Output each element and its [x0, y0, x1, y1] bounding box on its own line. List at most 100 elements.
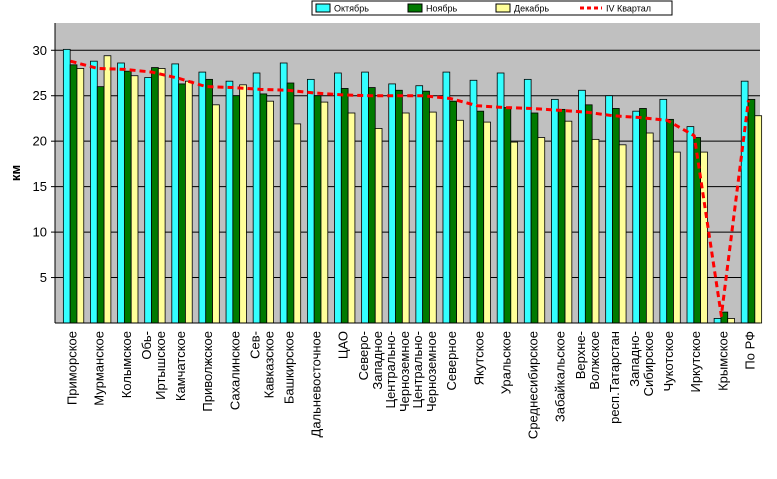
x-tick-label-1: Приморское — [65, 331, 80, 405]
quarter-line — [70, 59, 750, 318]
bar-1-25 — [713, 318, 722, 324]
bar-3-16 — [483, 121, 491, 324]
x-tick-label-19: Забайкальское — [553, 331, 568, 422]
category-label: Обь- — [139, 331, 154, 360]
bar-3-19 — [564, 120, 573, 324]
legend-swatch-october — [315, 3, 331, 13]
category-label: По РФ — [742, 331, 757, 370]
x-tick-label-21: респ.Татарстан — [607, 331, 622, 424]
category-label: Мурманское — [92, 331, 107, 406]
quarter-line-layer — [70, 59, 750, 318]
category-label: Приволжское — [200, 331, 215, 412]
legend-box — [311, 0, 673, 16]
bar-3-12 — [374, 128, 383, 324]
bar-2-23 — [666, 118, 674, 324]
category-label: Среднесибирское — [526, 331, 541, 439]
category-label: Башкирское — [281, 331, 296, 404]
x-tick-label-8: Сев- Кавказское — [247, 331, 276, 398]
bar-2-6 — [205, 78, 213, 324]
category-label: Сибирское — [641, 331, 656, 396]
legend-swatch-december — [495, 3, 511, 13]
bar-2-12 — [368, 87, 376, 324]
bar-2-17 — [503, 107, 512, 324]
bar-2-3 — [123, 70, 132, 324]
bar-1-11 — [334, 72, 342, 324]
category-label: Приморское — [65, 331, 80, 405]
bar-1-3 — [117, 62, 125, 324]
bar-1-12 — [361, 71, 369, 324]
bar-2-26 — [747, 98, 756, 324]
axes: 5 10 15 20 25 30 Приморское Мурманское Колымское… — [33, 23, 760, 439]
bar-2-7 — [232, 95, 241, 324]
x-tick-label-26: По РФ — [742, 331, 757, 370]
category-label: Иртышское — [153, 331, 168, 400]
bar-3-17 — [510, 141, 519, 324]
category-label: Уральское — [498, 331, 513, 394]
bar-2-18 — [530, 112, 539, 324]
x-tick-label-7: Сахалинское — [227, 331, 242, 410]
category-label: Камчатское — [173, 331, 188, 401]
y-tick-label: 15 — [33, 179, 47, 194]
bar-2-14 — [422, 90, 430, 324]
bar-3-6 — [212, 104, 220, 324]
category-label: Западное — [370, 331, 385, 390]
bar-3-2 — [103, 55, 112, 324]
x-tick-label-6: Приволжское — [200, 331, 215, 412]
category-label: Черноземное — [424, 331, 439, 412]
bar-3-9 — [293, 123, 302, 324]
category-label: Иркутское — [688, 331, 703, 393]
bar-1-10 — [306, 78, 315, 324]
category-label: Центрально- — [383, 331, 398, 409]
bar-1-19 — [551, 98, 559, 324]
bar-2-5 — [178, 83, 186, 324]
bar-3-14 — [429, 111, 437, 324]
category-label: Якутское — [471, 331, 486, 385]
bar-3-15 — [456, 119, 464, 324]
category-label: Дальневосточное — [309, 331, 324, 437]
category-label: Сев- — [247, 331, 262, 359]
legend-label-october: Октябрь — [334, 4, 369, 14]
bar-2-2 — [96, 86, 105, 324]
bar-3-5 — [185, 80, 193, 324]
category-label: Центрально- — [410, 331, 425, 409]
category-label: Крымское — [715, 331, 730, 391]
bar-1-4 — [144, 77, 152, 324]
category-label: Чукотское — [661, 331, 676, 392]
legend: Октябрь Ноябрь Декабрь IV Квартал — [311, 0, 673, 16]
bar-2-21 — [612, 108, 620, 324]
y-tick-label: 5 — [40, 270, 47, 285]
bar-1-7 — [225, 80, 234, 324]
category-label: Северное — [444, 331, 459, 390]
bar-3-11 — [347, 112, 356, 324]
bar-2-19 — [557, 108, 566, 324]
bar-3-3 — [130, 75, 139, 324]
bar-1-13 — [388, 83, 396, 324]
bar-1-21 — [605, 95, 613, 324]
x-tick-label-18: Среднесибирское — [526, 331, 541, 439]
legend-label-november: Ноябрь — [426, 4, 458, 14]
category-label: ЦАО — [336, 331, 351, 359]
bar-2-9 — [286, 82, 295, 324]
bar-1-18 — [523, 78, 532, 324]
bar-3-13 — [401, 112, 410, 324]
bar-1-17 — [496, 72, 505, 324]
category-label: респ.Татарстан — [607, 331, 622, 424]
bar-2-20 — [584, 104, 593, 324]
bar-1-8 — [252, 72, 261, 324]
x-tick-label-11: ЦАО — [336, 331, 351, 359]
bar-1-2 — [90, 60, 98, 324]
y-tick-label: 30 — [33, 43, 47, 58]
bar-3-7 — [239, 84, 247, 324]
category-label: Кавказское — [261, 331, 276, 398]
category-label: Колымское — [119, 331, 134, 398]
bar-1-23 — [659, 98, 668, 324]
x-tick-label-4: Обь- Иртышское — [139, 331, 168, 400]
bar-3-20 — [591, 138, 600, 324]
x-tick-label-14: Центрально- Черноземное — [410, 331, 439, 412]
x-tick-label-16: Якутское — [471, 331, 486, 385]
category-label: Северо- — [356, 331, 371, 380]
x-tick-label-22: Западно- Сибирское — [627, 331, 656, 396]
category-label: Верхне- — [573, 331, 588, 379]
bar-1-16 — [469, 79, 478, 324]
